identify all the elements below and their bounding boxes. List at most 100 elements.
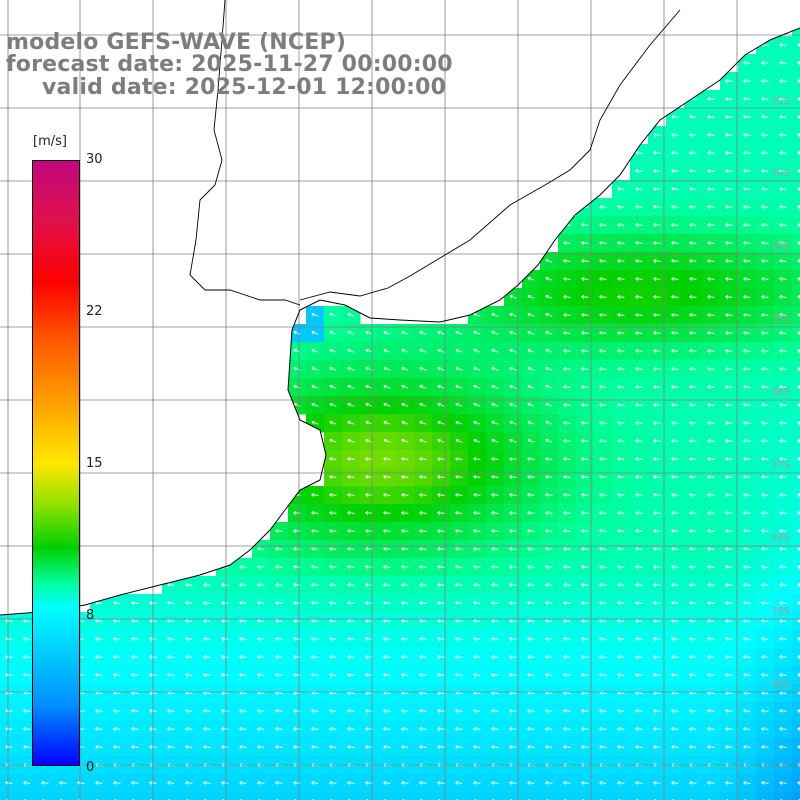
wind-arrow: [365, 582, 373, 587]
wind-arrow: [689, 510, 697, 515]
wind-arrow: [743, 492, 751, 497]
wind-arrow: [275, 672, 283, 677]
wind-arrow: [671, 618, 679, 623]
wind-arrow: [761, 438, 769, 443]
wind-arrow: [383, 438, 391, 443]
wind-cell: [792, 324, 800, 343]
wind-arrow: [437, 510, 445, 515]
wind-arrow: [779, 384, 787, 389]
wind-arrow: [581, 474, 589, 479]
wind-arrow: [455, 492, 463, 497]
wind-arrow: [509, 672, 517, 677]
wind-arrow: [779, 708, 787, 713]
wind-arrow: [455, 564, 463, 569]
wind-arrow: [563, 582, 571, 587]
wind-arrow: [779, 204, 787, 209]
wind-cell: [792, 180, 800, 199]
wind-arrow: [113, 600, 121, 605]
wind-cell: [792, 414, 800, 433]
wind-arrow: [707, 114, 715, 119]
wind-arrow: [41, 780, 49, 785]
wind-arrow: [545, 456, 553, 461]
wind-arrow: [347, 708, 355, 713]
wind-arrow: [491, 438, 499, 443]
wind-arrow: [419, 330, 427, 335]
wind-arrow: [257, 744, 265, 749]
wind-arrow: [491, 492, 499, 497]
wind-arrow: [491, 672, 499, 677]
wind-arrow: [581, 510, 589, 515]
wind-arrow: [725, 132, 733, 137]
wind-arrow: [401, 366, 409, 371]
wind-arrow: [419, 456, 427, 461]
wind-cell: [792, 720, 800, 739]
wind-arrow: [383, 474, 391, 479]
wind-arrow: [383, 546, 391, 551]
wind-arrow: [707, 600, 715, 605]
wind-arrow: [563, 654, 571, 659]
wind-arrow: [563, 726, 571, 731]
wind-arrow: [617, 366, 625, 371]
wind-arrow: [167, 780, 175, 785]
wind-arrow: [455, 456, 463, 461]
model-title: modelo GEFS-WAVE (NCEP): [6, 30, 347, 55]
wind-arrow: [509, 384, 517, 389]
wind-arrow: [653, 222, 661, 227]
wind-arrow: [707, 240, 715, 245]
wind-arrow: [545, 276, 553, 281]
wind-arrow: [347, 456, 355, 461]
wind-arrow: [473, 564, 481, 569]
wind-arrow: [581, 384, 589, 389]
wind-arrow: [761, 186, 769, 191]
wind-arrow: [113, 726, 121, 731]
wind-arrow: [545, 744, 553, 749]
wind-cell: [648, 792, 667, 800]
wind-arrow: [419, 510, 427, 515]
wind-arrow: [23, 672, 31, 677]
wind-arrow: [725, 258, 733, 263]
wind-cell: [792, 54, 800, 73]
wind-arrow: [365, 546, 373, 551]
wind-arrow: [599, 780, 607, 785]
wind-arrow: [707, 204, 715, 209]
wind-arrow: [779, 150, 787, 155]
wind-arrow: [95, 636, 103, 641]
wind-arrow: [95, 744, 103, 749]
wind-arrow: [707, 456, 715, 461]
wind-arrow: [563, 510, 571, 515]
wind-cell: [414, 792, 433, 800]
wind-arrow: [761, 654, 769, 659]
wind-arrow: [275, 600, 283, 605]
wind-arrow: [725, 294, 733, 299]
wind-arrow: [707, 726, 715, 731]
wind-arrow: [563, 744, 571, 749]
wind-arrow: [689, 708, 697, 713]
wind-arrow: [653, 330, 661, 335]
wind-arrow: [563, 384, 571, 389]
wind-arrow: [527, 654, 535, 659]
wind-arrow: [725, 510, 733, 515]
wind-arrow: [437, 780, 445, 785]
wind-arrow: [617, 312, 625, 317]
wind-arrow: [635, 492, 643, 497]
wind-arrow: [617, 258, 625, 263]
wind-arrow: [779, 42, 787, 47]
wind-arrow: [689, 150, 697, 155]
wind-arrow: [563, 546, 571, 551]
wind-arrow: [383, 528, 391, 533]
wind-arrow: [599, 330, 607, 335]
wind-arrow: [581, 636, 589, 641]
wind-cell: [18, 792, 37, 800]
wind-cell: [306, 792, 325, 800]
wind-cell: [792, 162, 800, 181]
wind-arrow: [671, 438, 679, 443]
wind-arrow: [257, 636, 265, 641]
wind-cell: [486, 792, 505, 800]
wind-arrow: [527, 294, 535, 299]
wind-arrow: [347, 618, 355, 623]
wind-arrow: [599, 294, 607, 299]
wind-arrow: [473, 492, 481, 497]
wind-arrow: [527, 348, 535, 353]
wind-cell: [792, 342, 800, 361]
wind-arrow: [437, 366, 445, 371]
